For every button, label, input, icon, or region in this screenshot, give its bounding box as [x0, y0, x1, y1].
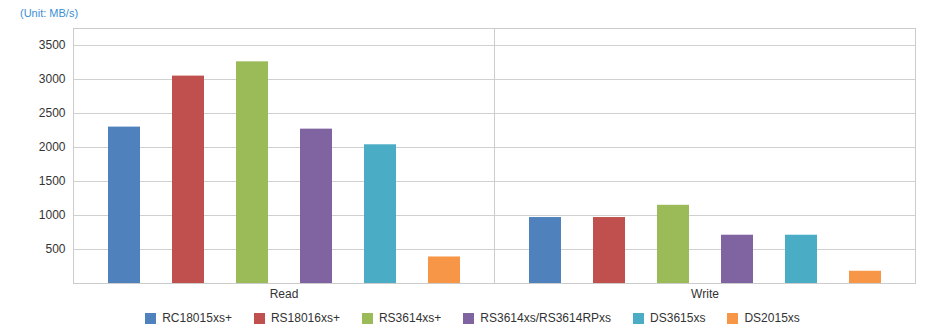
svg-text:3000: 3000	[39, 72, 66, 86]
html-text:RS3614xs/RS3614RPxs: RS3614xs/RS3614RPxs	[480, 311, 612, 325]
svg-text:1500: 1500	[39, 174, 66, 188]
svg-text:2500: 2500	[39, 106, 66, 120]
html-text:(Unit: MB/s): (Unit: MB/s)	[20, 7, 79, 19]
html-text:RS3614xs+: RS3614xs+	[379, 311, 442, 325]
svg-text:1000: 1000	[39, 208, 66, 222]
html-text:RS18016xs+: RS18016xs+	[270, 311, 340, 325]
html-text:DS3615xs: DS3615xs	[650, 311, 706, 325]
svg-text:Write: Write	[691, 287, 719, 301]
svg-text:2000: 2000	[39, 140, 66, 154]
html-text:RC18015xs+: RC18015xs+	[162, 311, 232, 325]
svg-text:3500: 3500	[39, 38, 66, 52]
svg-text:Read: Read	[270, 287, 299, 301]
svg-text:500: 500	[45, 242, 65, 256]
html-text:DS2015xs: DS2015xs	[744, 311, 800, 325]
